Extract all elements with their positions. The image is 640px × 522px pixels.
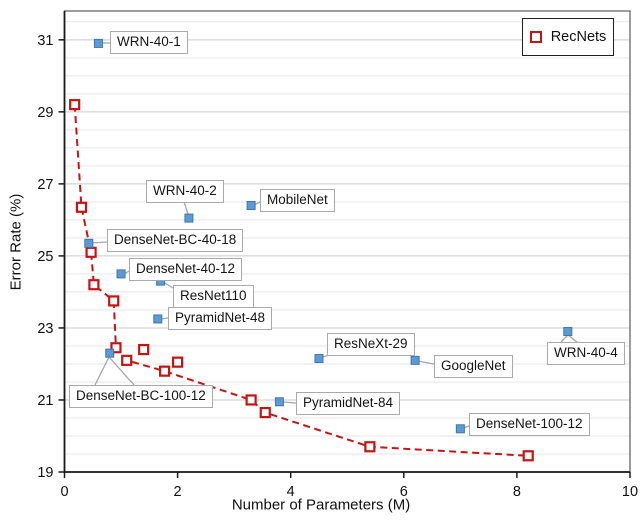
baseline-point-densenet-bc-40-18 xyxy=(84,238,94,248)
x-tick-label: 6 xyxy=(400,484,408,500)
x-axis-title: Number of Parameters (M) xyxy=(231,496,411,514)
recnets-points xyxy=(69,99,534,462)
recnets-point xyxy=(158,365,171,377)
recnets-point xyxy=(75,201,88,213)
y-tick-label: 25 xyxy=(37,249,53,265)
leader-line xyxy=(417,360,435,365)
baseline-point-densenet-100-12 xyxy=(455,424,465,434)
leader-line xyxy=(560,334,569,343)
y-axis-title: Error Rate (%) xyxy=(7,193,25,291)
baseline-point-wrn-40-4 xyxy=(563,327,573,337)
callout-googlenet: GoogleNet xyxy=(434,355,513,378)
baseline-point-wrn-40-1 xyxy=(93,38,103,48)
y-tick-label: 23 xyxy=(37,321,53,337)
baseline-point-pyramidnet-48 xyxy=(153,314,163,324)
leader-line xyxy=(90,241,108,244)
y-tick-label: 29 xyxy=(37,105,53,121)
recnets-point xyxy=(121,354,133,366)
axes: 19 21 23 25 27 29 31 0 2 4 6 8 10 xyxy=(37,11,638,500)
callout-resnet110: ResNet110 xyxy=(173,285,254,308)
baseline-point-pyramidnet-84 xyxy=(274,397,284,407)
x-tick-label: 8 xyxy=(513,484,521,500)
recnets-point xyxy=(245,394,257,406)
leader-line xyxy=(183,201,189,215)
recnets-point xyxy=(364,441,376,453)
callout-wrn-40-4: WRN-40-4 xyxy=(547,342,625,365)
leader-line xyxy=(282,401,297,404)
x-tick-label: 0 xyxy=(60,484,68,500)
callout-wrn-40-1: WRN-40-1 xyxy=(110,31,188,54)
callout-densenet-40-12: DenseNet-40-12 xyxy=(129,258,243,281)
recnets-point xyxy=(138,343,150,356)
recnets-point xyxy=(69,99,81,111)
callout-densenet-100-12: DenseNet-100-12 xyxy=(469,413,590,436)
baseline-point-densenet-40-12 xyxy=(116,269,126,279)
y-tick-label: 27 xyxy=(37,177,53,193)
leader-line xyxy=(94,356,110,386)
baseline-point-resnext-29 xyxy=(314,354,324,364)
callout-resnext-29: ResNeXt-29 xyxy=(327,333,415,356)
recnets-point xyxy=(522,450,534,462)
leader-line xyxy=(108,356,135,386)
y-tick-label: 21 xyxy=(37,393,53,409)
x-tick-label: 4 xyxy=(287,484,295,500)
baseline-point-wrn-40-2 xyxy=(184,213,194,223)
leader-line xyxy=(567,334,578,343)
legend-recnets-marker-icon xyxy=(529,31,542,43)
callout-densenet-bc-40-18: DenseNet-BC-40-18 xyxy=(107,229,244,252)
baseline-point-densenet-bc-100-12 xyxy=(105,348,115,358)
recnets-point xyxy=(108,295,120,307)
recnets-point xyxy=(85,246,97,258)
legend: RecNets xyxy=(522,18,614,56)
y-tick-label: 31 xyxy=(37,33,53,49)
x-tick-label: 10 xyxy=(622,484,638,500)
callout-mobilenet: MobileNet xyxy=(260,189,335,212)
baseline-point-mobilenet xyxy=(246,200,256,210)
recnets-point xyxy=(110,342,122,354)
callout-pyramidnet-48: PyramidNet-48 xyxy=(168,307,273,330)
gridlines xyxy=(64,21,630,455)
callout-wrn-40-2: WRN-40-2 xyxy=(146,180,224,203)
recnets-point xyxy=(259,406,271,419)
recnets-point xyxy=(88,279,100,291)
baseline-point-googlenet xyxy=(410,355,420,365)
recnets-point xyxy=(172,356,184,368)
baseline-points xyxy=(84,38,573,434)
callout-pyramidnet-84: PyramidNet-84 xyxy=(296,392,401,415)
callout-densenet-bc-100-12: DenseNet-BC-100-12 xyxy=(69,385,213,408)
x-tick-label: 2 xyxy=(174,484,182,500)
legend-label: RecNets xyxy=(550,29,607,45)
y-tick-label: 19 xyxy=(37,465,53,481)
